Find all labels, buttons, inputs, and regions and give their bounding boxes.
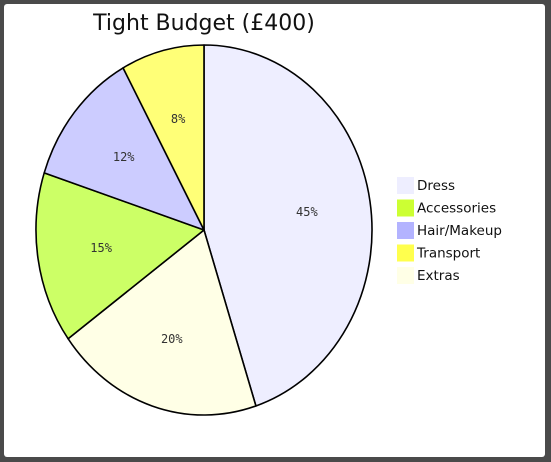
slice-label-extras: 20% xyxy=(161,332,183,346)
legend-label-extras: Extras xyxy=(417,268,460,284)
pie-slice-accessories xyxy=(35,172,205,340)
legend-label-transport: Transport xyxy=(416,246,480,262)
pie-slice-hair-makeup xyxy=(43,67,205,231)
chart-title: Tight Budget (£400) xyxy=(92,11,315,36)
legend-label-dress: Dress xyxy=(417,178,455,194)
pie-slice-labels: 45% 20% 15% 12% 8% xyxy=(90,112,318,346)
pie-slice-dress xyxy=(203,44,373,407)
pie-slices xyxy=(35,44,373,416)
legend-swatch-accessories xyxy=(397,199,414,217)
pie-slice-transport xyxy=(122,44,205,231)
pie-slice-extras xyxy=(67,229,257,416)
legend-label-accessories: Accessories xyxy=(417,201,496,217)
legend-swatch-transport xyxy=(397,244,414,262)
legend-swatch-extras xyxy=(397,267,414,284)
slice-label-accessories: 15% xyxy=(90,241,112,255)
slice-label-dress: 45% xyxy=(296,205,318,219)
slice-label-transport: 8% xyxy=(171,112,186,126)
legend: Dress Accessories Hair/Makeup Transport Extr… xyxy=(397,177,502,284)
legend-swatch-dress xyxy=(397,177,414,194)
legend-label-hair-makeup: Hair/Makeup xyxy=(417,223,502,239)
legend-swatch-hair-makeup xyxy=(397,222,414,239)
slice-label-hair-makeup: 12% xyxy=(113,150,135,164)
